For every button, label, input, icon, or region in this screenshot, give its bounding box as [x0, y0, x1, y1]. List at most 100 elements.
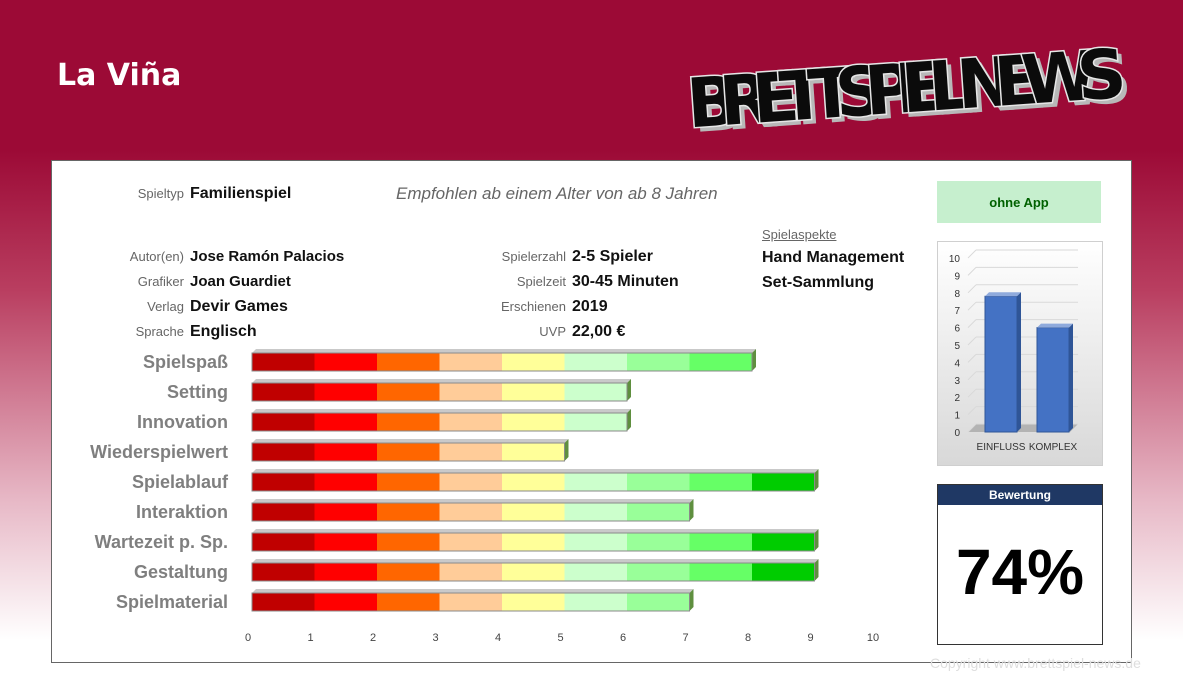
uvp-label: UVP [539, 324, 566, 339]
y-tick-label: 4 [954, 358, 960, 369]
x-tick-label: 3 [432, 632, 438, 644]
column-top [1037, 323, 1073, 328]
bar-segment [377, 533, 440, 551]
bar-segment [377, 563, 440, 581]
bar-segment [627, 533, 690, 551]
rating-bar-chart: Spielspaß Setting Innovation Wiederspielwer… [90, 349, 879, 644]
bar-segment [314, 443, 377, 461]
bar-segment [564, 473, 627, 491]
grafiker-value: Joan Guardiet [190, 273, 291, 290]
x-tick-label: 2 [370, 632, 376, 644]
x-tick-label: 7 [682, 632, 688, 644]
x-tick-label: 1 [307, 632, 313, 644]
bar-side-face [564, 439, 569, 461]
y-tick-label: 3 [954, 376, 960, 387]
y-tick-label: 6 [954, 324, 960, 335]
bar-segment [314, 563, 377, 581]
bar-segment [377, 443, 440, 461]
bar-top-face [252, 439, 569, 443]
category-label: Gestaltung [134, 562, 228, 582]
category-label: Interaktion [136, 502, 228, 522]
bar-segment [502, 353, 565, 371]
bar-segment [252, 563, 315, 581]
category-label: Innovation [137, 412, 228, 432]
spielerzahl-value: 2-5 Spieler [572, 248, 653, 265]
bar-outline [251, 562, 815, 582]
bar-top-face [252, 529, 819, 533]
bar-side-face [814, 529, 819, 551]
bar-top-face [252, 349, 756, 353]
category-label: Wiederspielwert [90, 442, 228, 462]
bar-segment [439, 563, 502, 581]
x-tick-label: 0 [245, 632, 251, 644]
aspects-heading: Spielaspekte [762, 227, 837, 242]
y-tick-label: 8 [954, 289, 960, 300]
gridline-depth [967, 319, 977, 328]
erschienen-value: 2019 [572, 298, 608, 315]
bar-segment [502, 473, 565, 491]
bar-segment [252, 353, 315, 371]
bar-side-face [814, 559, 819, 581]
complexity-chart: 0 1 2 3 4 5 6 7 8 9 10 EINFLUSS KOMPLEX [937, 241, 1103, 466]
bar-top-face [252, 559, 819, 563]
column-side [1069, 323, 1073, 432]
brettspiel-news-logo: BRETTSPIEL NEWS BRETTSPIEL NEWS [683, 33, 1134, 140]
complexity-chart-svg: 0 1 2 3 4 5 6 7 8 9 10 EINFLUSS KOMPLEX [949, 249, 1078, 453]
gridline-depth [967, 388, 977, 398]
gridline-depth [967, 423, 977, 433]
bar-top-face [252, 589, 694, 593]
bar-segment [252, 383, 315, 401]
rating-box: Bewertung 74% [937, 484, 1103, 645]
spieltyp-label: Spieltyp [137, 186, 184, 201]
column-front [1036, 327, 1070, 433]
gridline-depth [967, 406, 977, 415]
verlag-value: Devir Games [190, 298, 288, 315]
bar-segment [439, 503, 502, 521]
copyright-note: Copyright www.brettspiel-news.de [930, 655, 1141, 671]
bar-outline [251, 412, 628, 432]
sprache-label: Sprache [135, 324, 184, 339]
bar-segment [439, 353, 502, 371]
x-category-label: EINFLUSS [977, 442, 1026, 453]
bar-outline [251, 502, 690, 522]
bar-segment [564, 503, 627, 521]
category-label: Spielmaterial [116, 592, 228, 612]
bar-outline [251, 472, 815, 492]
bar-outline [251, 532, 815, 552]
bar-segment [377, 593, 440, 611]
bar-side-face [627, 409, 631, 431]
bar-segment [314, 353, 377, 371]
bar-segment [252, 413, 315, 431]
bar-segment [439, 443, 502, 461]
bar-segment [502, 383, 565, 401]
bar-side-face [689, 499, 694, 521]
bar-outline [251, 352, 753, 372]
bar-segment [252, 533, 315, 551]
bar-segment [502, 563, 565, 581]
page-title: La Viña [57, 58, 182, 93]
category-label: Wartezeit p. Sp. [95, 532, 228, 552]
sprache-value: Englisch [190, 323, 257, 340]
gridline-depth [967, 371, 977, 381]
gridline-depth [967, 249, 977, 259]
bar-segment [564, 413, 627, 431]
bar-segment [502, 533, 565, 551]
column-side [1017, 292, 1021, 432]
bar-segment [439, 473, 502, 491]
y-tick-label: 10 [949, 254, 961, 265]
gridline-depth [967, 284, 977, 294]
bar-top-face [252, 409, 631, 413]
bar-segment [689, 563, 752, 581]
bar-segment [502, 413, 565, 431]
x-category-label: KOMPLEX [1029, 442, 1078, 453]
bar-top-face [252, 469, 819, 473]
verlag-label: Verlag [147, 299, 184, 314]
grafiker-label: Grafiker [137, 274, 184, 289]
bar-segment [252, 443, 315, 461]
aspect-item: Set-Sammlung [762, 274, 875, 291]
y-tick-label: 0 [954, 428, 960, 439]
bar-segment [627, 503, 690, 521]
spielerzahl-label: Spielerzahl [501, 249, 566, 264]
bar-segment [627, 473, 690, 491]
y-tick-label: 9 [954, 271, 960, 282]
